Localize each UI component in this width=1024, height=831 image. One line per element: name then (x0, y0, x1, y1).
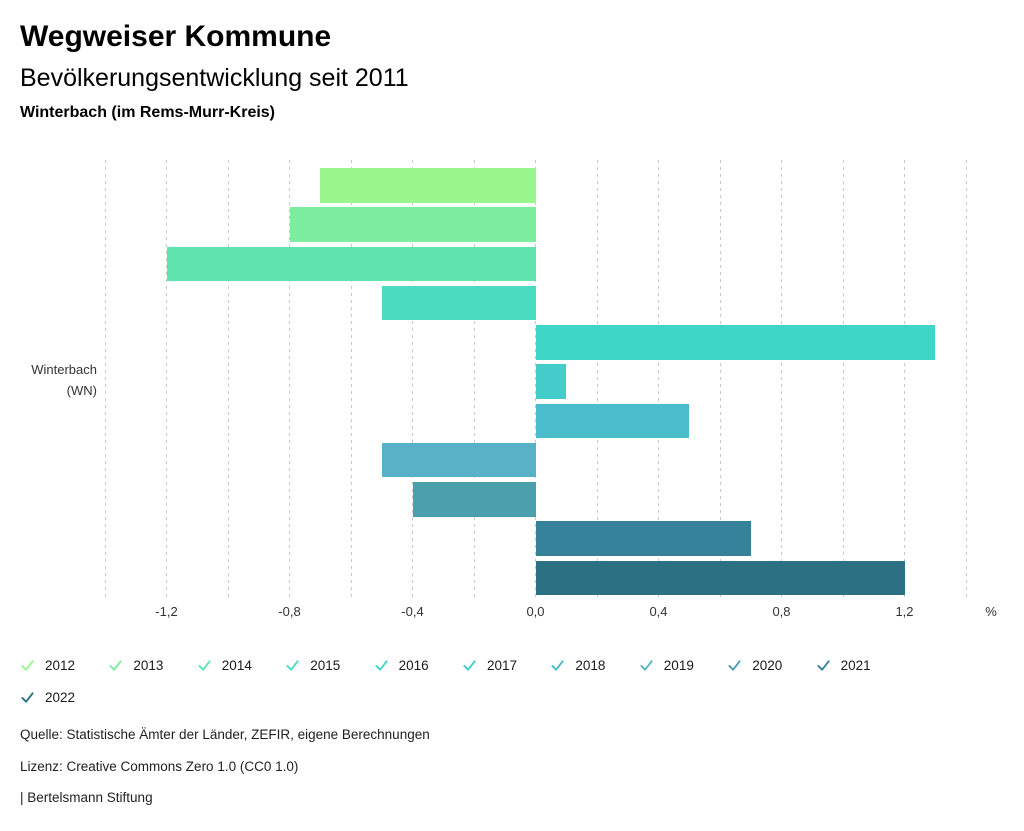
check-icon (109, 659, 122, 671)
axis-unit-label: % (985, 604, 997, 619)
bar-2013[interactable] (289, 207, 536, 242)
check-icon (21, 659, 34, 671)
gridline (104, 160, 106, 600)
check-icon (640, 659, 653, 671)
legend-item-2016[interactable]: 2016 (374, 656, 429, 674)
check-icon (817, 659, 830, 671)
legend-year-label: 2017 (487, 657, 518, 673)
footer-attribution: | Bertelsmann Stiftung (20, 790, 153, 805)
page-subtitle: Bevölkerungsentwicklung seit 2011 (20, 64, 409, 92)
footer-source: Quelle: Statistische Ämter der Länder, Z… (20, 727, 430, 742)
check-icon (286, 659, 299, 671)
x-tick-label: 0,4 (649, 604, 668, 619)
legend-year-label: 2013 (133, 657, 164, 673)
gridline (289, 160, 290, 600)
legend-year-label: 2022 (45, 689, 76, 705)
gridline (166, 160, 167, 600)
gridline (658, 160, 659, 600)
legend-item-2013[interactable]: 2013 (108, 656, 163, 674)
legend-item-2019[interactable]: 2019 (639, 656, 694, 674)
gridline (781, 160, 782, 600)
bar-2015[interactable] (381, 285, 536, 321)
x-tick-label: -1,2 (155, 604, 178, 619)
legend-item-2017[interactable]: 2017 (462, 656, 517, 674)
row-label-line2: (WN) (66, 383, 97, 398)
gridline (904, 160, 905, 600)
bar-2019[interactable] (381, 442, 536, 478)
legend-year-label: 2015 (310, 657, 341, 673)
bar-2014[interactable] (166, 246, 536, 282)
gridline (965, 160, 967, 600)
legend-year-label: 2016 (398, 657, 429, 673)
check-icon (198, 659, 211, 671)
x-tick-label: 0,8 (772, 604, 791, 619)
x-tick-label: -0,4 (401, 604, 424, 619)
gridline (412, 160, 413, 600)
check-icon (463, 659, 476, 671)
x-tick-label: 1,2 (895, 604, 914, 619)
legend-item-2014[interactable]: 2014 (197, 656, 252, 674)
bar-2017[interactable] (535, 364, 567, 399)
legend-item-2020[interactable]: 2020 (727, 656, 782, 674)
legend-item-2015[interactable]: 2015 (285, 656, 340, 674)
page-location: Winterbach (im Rems-Murr-Kreis) (20, 104, 276, 121)
gridline (719, 160, 721, 600)
legend-year-label: 2020 (752, 657, 783, 673)
page-title: Wegweiser Kommune (20, 20, 332, 53)
check-icon (375, 659, 388, 671)
gridline (473, 160, 475, 600)
footer-license: Lizenz: Creative Commons Zero 1.0 (CC0 1… (20, 759, 299, 774)
legend-item-2021[interactable]: 2021 (816, 656, 871, 674)
bar-2018[interactable] (535, 403, 690, 439)
legend-year-label: 2018 (575, 657, 606, 673)
gridline (842, 160, 844, 600)
legend-item-2012[interactable]: 2012 (20, 656, 75, 674)
check-icon (728, 659, 741, 671)
check-icon (551, 659, 564, 671)
gridline (350, 160, 352, 600)
legend-year-label: 2019 (663, 657, 694, 673)
gridline (227, 160, 229, 600)
legend-year-label: 2014 (221, 657, 252, 673)
row-label: Winterbach (WN) (9, 359, 97, 401)
x-tick-label: 0,0 (526, 604, 545, 619)
gridline (596, 160, 598, 600)
legend-year-label: 2012 (45, 657, 76, 673)
legend-year-label: 2021 (840, 657, 871, 673)
legend-item-2018[interactable]: 2018 (550, 656, 605, 674)
bar-2020[interactable] (412, 482, 536, 517)
bar-2012[interactable] (320, 168, 536, 203)
bar-2022[interactable] (535, 560, 905, 596)
row-label-line1: Winterbach (31, 362, 97, 377)
bar-2021[interactable] (535, 521, 751, 556)
bar-2016[interactable] (535, 325, 936, 360)
legend-item-2022[interactable]: 2022 (20, 688, 75, 706)
x-tick-label: -0,8 (278, 604, 301, 619)
check-icon (21, 691, 34, 703)
